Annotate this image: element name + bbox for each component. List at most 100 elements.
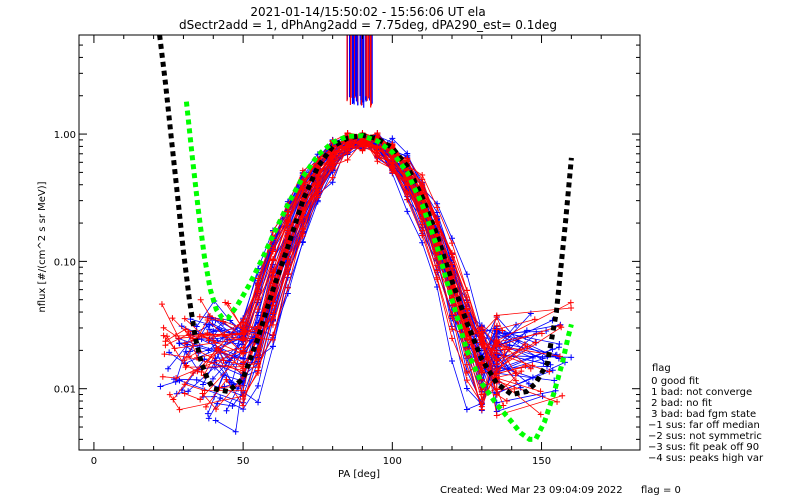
red-data-point	[463, 287, 470, 294]
blue-data-point	[556, 340, 563, 347]
blue-data-point	[551, 377, 558, 384]
blue-data-point	[539, 354, 546, 361]
red-data-point	[207, 312, 214, 319]
red-data-point	[499, 327, 506, 334]
blue-data-point	[255, 382, 262, 389]
red-data-point	[463, 336, 470, 343]
blue-data-point	[204, 410, 211, 417]
red-data-point	[449, 240, 456, 247]
y-tick-label: 0.01	[54, 385, 76, 396]
red-data-point	[493, 312, 500, 319]
red-data-point	[255, 355, 262, 362]
red-data-point	[404, 176, 411, 183]
red-data-point	[284, 255, 291, 262]
blue-data-point	[463, 385, 470, 392]
red-data-point	[419, 232, 426, 239]
blue-data-point	[198, 336, 205, 343]
red-data-point	[567, 299, 574, 306]
flag-legend-item: −1 sus: far off median	[648, 420, 760, 431]
red-data-point	[329, 153, 336, 160]
red-data-point	[158, 301, 165, 308]
red-data-point	[558, 324, 565, 331]
blue-data-point	[419, 239, 426, 246]
red-data-point	[463, 299, 470, 306]
red-data-point	[161, 351, 168, 358]
red-data-point	[344, 156, 351, 163]
red-data-point	[493, 386, 500, 393]
red-data-point	[181, 390, 188, 397]
red-data-point	[183, 362, 190, 369]
red-data-point	[329, 162, 336, 169]
y-tick-label: 0.10	[54, 257, 76, 268]
axis-ticks: 0 50 100 150 0.01 0.10 1.00	[54, 34, 640, 467]
red-data-point	[186, 353, 193, 360]
red-data-point	[314, 189, 321, 196]
red-data-point	[329, 174, 336, 181]
red-data-point	[478, 396, 485, 403]
green-fit-curve	[183, 101, 574, 442]
y-axis-label: nflux [#/(cm^2 s sr MeV)]	[37, 181, 48, 312]
red-data-point	[546, 368, 553, 375]
blue-data-point	[549, 367, 556, 374]
red-data-point	[197, 396, 204, 403]
red-data-point	[493, 365, 500, 372]
blue-data-point	[449, 358, 456, 365]
plot-frame	[78, 34, 641, 451]
blue-data-point	[255, 399, 262, 406]
red-data-point	[255, 288, 262, 295]
red-data-point	[197, 296, 204, 303]
blue-data-point	[404, 208, 411, 215]
red-data-point	[181, 357, 188, 364]
blue-data-point	[200, 381, 207, 388]
red-data-point	[434, 276, 441, 283]
blue-data-point	[157, 383, 164, 390]
blue-data-point	[223, 407, 230, 414]
red-data-point	[182, 364, 189, 371]
x-tick-label: 100	[383, 456, 402, 467]
x-axis-label: PA [deg]	[338, 469, 380, 480]
red-data-point	[223, 376, 230, 383]
red-data-point	[463, 361, 470, 368]
blue-data-point	[527, 310, 534, 317]
red-data-point	[240, 316, 247, 323]
red-data-point	[512, 377, 519, 384]
red-data-point	[449, 335, 456, 342]
red-data-point	[404, 155, 411, 162]
red-data-point	[359, 147, 366, 154]
blue-data-point	[226, 357, 233, 364]
red-data-point	[449, 311, 456, 318]
red-data-point	[176, 406, 183, 413]
red-data-point	[204, 330, 211, 337]
red-data-point	[269, 336, 276, 343]
red-data-point	[527, 365, 534, 372]
red-data-point	[284, 219, 291, 226]
red-data-point	[389, 162, 396, 169]
red-data-point	[269, 257, 276, 264]
red-data-point	[269, 310, 276, 317]
red-data-point	[240, 359, 247, 366]
red-data-point	[284, 211, 291, 218]
red-data-point	[160, 324, 167, 331]
red-data-point	[478, 337, 485, 344]
red-data-point	[166, 391, 173, 398]
blue-data-point	[176, 340, 183, 347]
red-data-point	[478, 326, 485, 333]
red-data-point	[269, 302, 276, 309]
red-data-point	[202, 403, 209, 410]
red-data-point	[478, 403, 485, 410]
red-data-point	[434, 204, 441, 211]
red-data-point	[511, 385, 518, 392]
red-data-point	[463, 377, 470, 384]
red-data-point	[503, 397, 510, 404]
blue-data-point	[463, 406, 470, 413]
blue-data-point	[232, 428, 239, 435]
red-data-point	[531, 316, 538, 323]
flag-value: flag = 0	[641, 485, 681, 496]
red-data-point	[199, 390, 206, 397]
red-data-point	[537, 388, 544, 395]
red-data-point	[374, 148, 381, 155]
red-data-point	[159, 373, 166, 380]
flag-legend-item: 1 bad: not converge	[648, 387, 752, 398]
x-tick-label: 50	[237, 456, 250, 467]
